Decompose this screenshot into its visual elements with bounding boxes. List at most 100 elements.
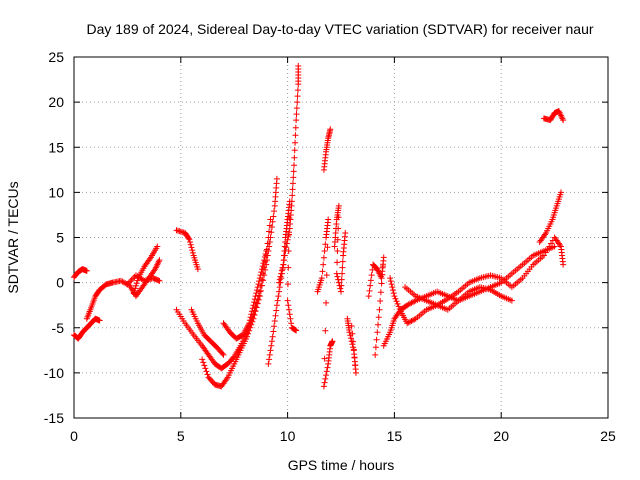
data-point <box>334 248 341 255</box>
x-tick-label: 10 <box>280 428 296 444</box>
data-point <box>372 344 379 351</box>
series-arc-18 <box>380 284 515 349</box>
data-point <box>560 117 567 124</box>
data-point <box>284 281 291 288</box>
data-point <box>347 335 354 342</box>
data-point <box>156 277 163 284</box>
data-point <box>290 174 297 181</box>
data-point <box>271 323 278 330</box>
data-point <box>294 93 301 100</box>
x-tick-label: 20 <box>493 428 509 444</box>
data-point <box>289 180 296 187</box>
data-point <box>83 267 90 274</box>
data-point <box>266 351 273 358</box>
data-point <box>268 223 275 230</box>
data-point <box>267 347 274 354</box>
data-point <box>352 362 359 369</box>
data-point <box>249 305 256 312</box>
data-point <box>335 279 342 286</box>
data-point <box>276 279 283 286</box>
series-arc-22 <box>540 108 567 124</box>
data-point <box>219 350 226 357</box>
data-point <box>291 147 298 154</box>
data-point <box>368 272 375 279</box>
data-point <box>337 285 344 292</box>
data-point <box>284 297 291 304</box>
data-point <box>251 299 258 306</box>
data-point <box>323 368 330 375</box>
data-point <box>285 302 292 309</box>
data-point <box>262 266 269 273</box>
data-point <box>335 202 342 209</box>
data-point <box>258 266 265 273</box>
data-point <box>411 298 418 305</box>
data-point <box>335 214 342 221</box>
data-point <box>268 338 275 345</box>
series-arc-2 <box>71 266 90 281</box>
data-point <box>262 251 269 258</box>
data-point <box>246 320 253 327</box>
data-point <box>266 243 273 250</box>
data-point <box>290 168 297 175</box>
data-point <box>276 284 283 291</box>
data-point <box>373 336 380 343</box>
data-point <box>270 213 277 220</box>
data-point <box>388 281 395 288</box>
data-point <box>261 254 268 261</box>
data-point <box>329 338 336 345</box>
series-arc-15 <box>331 202 349 295</box>
data-point <box>349 330 356 337</box>
data-point <box>220 351 227 358</box>
data-point <box>201 362 208 369</box>
data-point <box>273 175 280 182</box>
data-point <box>324 364 331 371</box>
series-arc-6 <box>173 227 201 273</box>
data-point <box>291 154 298 161</box>
data-point <box>269 218 276 225</box>
data-point <box>350 338 357 345</box>
data-point <box>367 277 374 284</box>
y-tick-label: 15 <box>48 139 64 155</box>
data-point <box>334 236 341 243</box>
x-axis-label: GPS time / hours <box>288 457 395 473</box>
data-point <box>255 281 262 288</box>
data-point <box>286 231 293 238</box>
data-point <box>187 239 194 246</box>
data-point <box>508 297 515 304</box>
data-point <box>333 270 340 277</box>
data-point <box>189 247 196 254</box>
data-point <box>392 295 399 302</box>
data-point <box>411 316 418 323</box>
data-point <box>263 248 270 255</box>
series-arc-21 <box>536 189 565 246</box>
data-point <box>273 302 280 309</box>
data-point <box>352 369 359 376</box>
data-point <box>389 287 396 294</box>
series-arc-1 <box>71 315 103 342</box>
data-point <box>294 99 301 106</box>
data-point <box>394 300 401 307</box>
data-point <box>395 303 402 310</box>
data-point <box>260 277 267 284</box>
series-arc-13 <box>314 216 336 390</box>
axis-ticks: 0 5 10 15 20 25 -15 -10 -5 0 5 10 15 20 25 <box>44 49 616 444</box>
data-point <box>338 276 345 283</box>
series-arc-17 <box>365 254 387 358</box>
data-point <box>268 229 275 236</box>
data-point <box>321 379 328 386</box>
data-point <box>277 273 284 280</box>
data-point <box>286 311 293 318</box>
data-point <box>351 354 358 361</box>
data-point <box>369 266 376 273</box>
data-point <box>154 243 161 250</box>
data-point <box>247 314 254 321</box>
data-point <box>324 244 331 251</box>
data-point <box>387 278 394 285</box>
data-point <box>251 296 258 303</box>
data-point <box>132 285 139 292</box>
data-point <box>322 241 329 248</box>
data-point <box>379 271 386 278</box>
y-tick-label: 25 <box>48 49 64 65</box>
data-point <box>292 124 299 131</box>
data-point <box>286 306 293 313</box>
